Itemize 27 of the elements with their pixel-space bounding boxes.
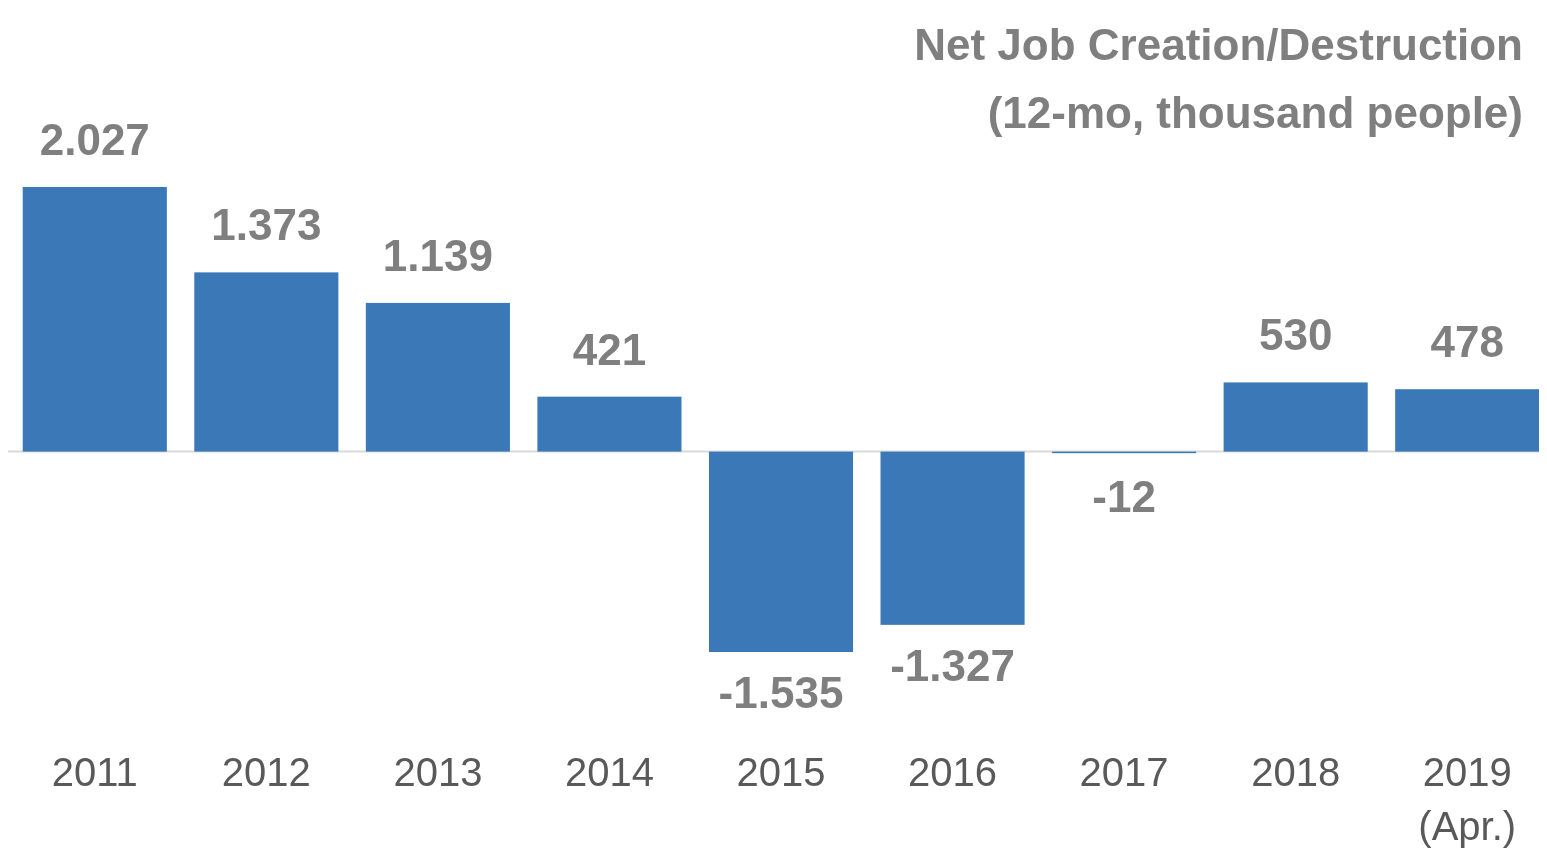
chart-title: Net Job Creation/Destruction (12-mo, thousand people) xyxy=(914,20,1523,137)
x-tick-label: 2013 xyxy=(393,750,483,794)
data-label: 478 xyxy=(1430,317,1504,367)
data-label: 2.027 xyxy=(39,115,150,164)
data-label: 421 xyxy=(572,324,647,374)
data-label: 1.373 xyxy=(211,200,322,250)
x-tick-label: 2012 xyxy=(221,750,311,794)
data-label: -1.327 xyxy=(890,640,1015,690)
data-label: -12 xyxy=(1092,471,1156,521)
x-tick-label: 2011 xyxy=(51,750,138,794)
bar xyxy=(194,272,339,452)
bar xyxy=(880,451,1025,625)
bar xyxy=(1395,389,1539,452)
bar xyxy=(537,396,682,452)
x-tick-label: 2015 xyxy=(736,750,826,794)
x-tick-label: 2017 xyxy=(1079,750,1169,794)
data-label: -1.535 xyxy=(718,668,844,717)
x-tick-label: 2016 xyxy=(908,750,998,794)
x-tick-label: 2018 xyxy=(1251,750,1341,794)
data-label: 530 xyxy=(1258,310,1333,360)
x-tick-label: 2019 (Apr.) xyxy=(1418,750,1517,848)
bar xyxy=(708,451,854,652)
bar xyxy=(22,187,167,452)
bar xyxy=(1223,382,1368,452)
x-tick-label: 2014 xyxy=(564,750,654,794)
bar xyxy=(365,302,510,452)
data-label: 1.139 xyxy=(382,230,493,280)
